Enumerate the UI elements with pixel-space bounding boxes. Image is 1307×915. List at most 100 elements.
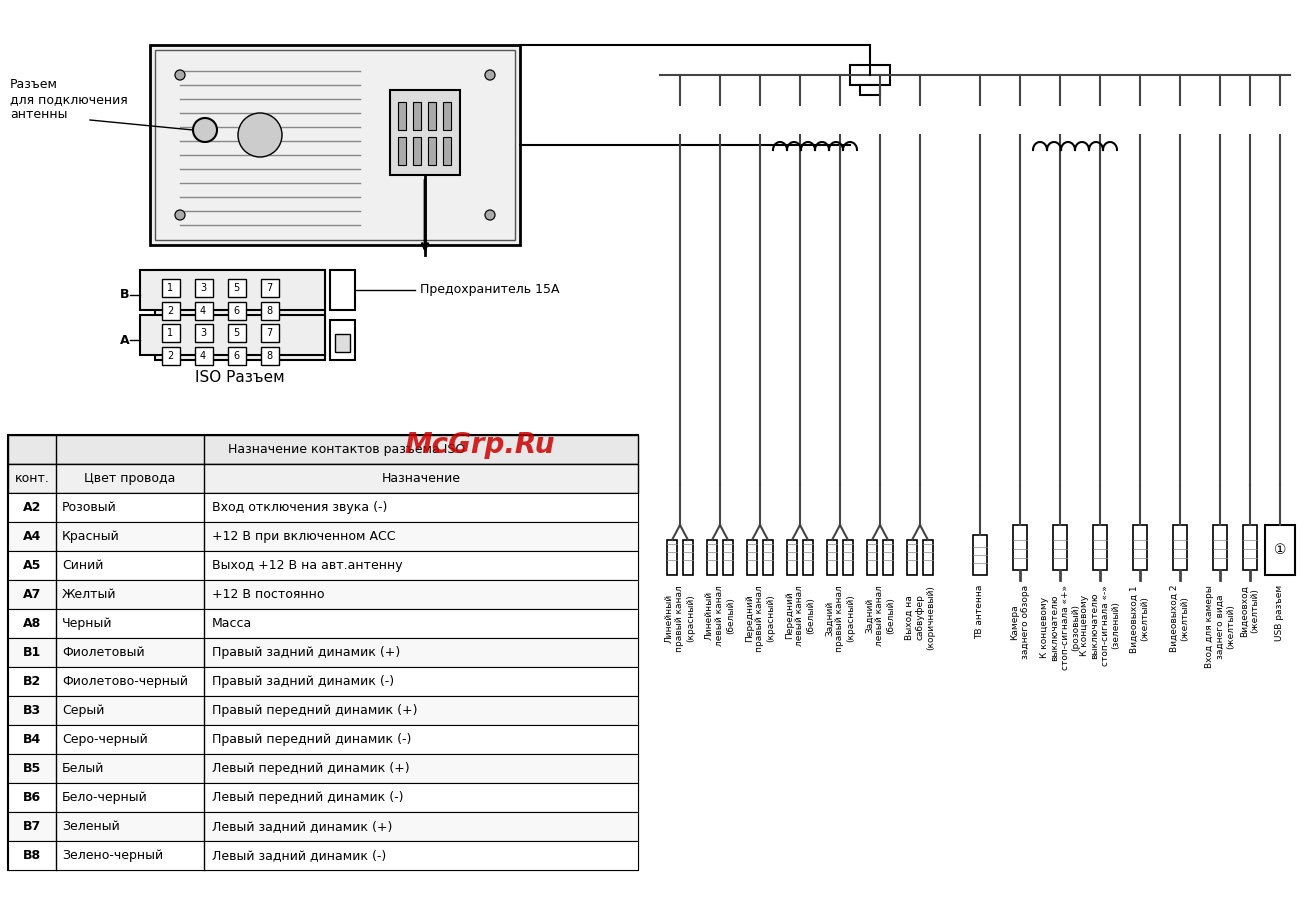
Text: Красный: Красный <box>61 530 120 543</box>
Text: 2: 2 <box>167 351 173 361</box>
Text: Бело-черный: Бело-черный <box>61 791 148 804</box>
Text: Задний
правый канал
(красный): Задний правый канал (красный) <box>825 585 855 651</box>
Text: ISO Разъем: ISO Разъем <box>195 371 285 385</box>
Bar <box>261 279 278 297</box>
Text: В6: В6 <box>24 791 41 804</box>
Bar <box>667 540 677 575</box>
Text: Назначение контактов разъема ISO: Назначение контактов разъема ISO <box>229 443 465 456</box>
Text: Синий: Синий <box>61 559 103 572</box>
Bar <box>1213 525 1227 570</box>
Bar <box>1093 525 1107 570</box>
Circle shape <box>485 210 495 220</box>
Circle shape <box>485 70 495 80</box>
Bar <box>884 540 893 575</box>
Bar <box>1053 525 1067 570</box>
Text: 2: 2 <box>167 306 173 316</box>
Text: В2: В2 <box>24 675 41 688</box>
Text: А: А <box>120 333 129 347</box>
Text: А8: А8 <box>24 617 41 630</box>
Text: Назначение: Назначение <box>382 472 460 485</box>
Bar <box>156 50 515 240</box>
Text: В: В <box>120 288 129 302</box>
Text: Розовый: Розовый <box>61 501 116 514</box>
Text: Выход +12 В на авт.антенну: Выход +12 В на авт.антенну <box>212 559 403 572</box>
Bar <box>8 580 638 609</box>
Text: Предохранитель 15А: Предохранитель 15А <box>420 284 559 296</box>
Text: К концевому
выключателю
стоп-сигнала «+»
(розовый): К концевому выключателю стоп-сигнала «+»… <box>1040 585 1080 670</box>
Bar <box>827 540 836 575</box>
Text: Масса: Масса <box>212 617 252 630</box>
Bar <box>162 302 180 320</box>
Text: 1: 1 <box>167 283 173 293</box>
Text: Видеовыход 1
(желтый): Видеовыход 1 (желтый) <box>1131 585 1150 652</box>
Text: 6: 6 <box>233 351 239 361</box>
Bar <box>763 540 772 575</box>
Circle shape <box>193 118 217 142</box>
Bar <box>850 65 890 85</box>
Bar <box>8 667 638 696</box>
Bar <box>413 102 421 130</box>
Bar <box>843 540 853 575</box>
Text: Черный: Черный <box>61 617 112 630</box>
Bar <box>1133 525 1148 570</box>
Bar <box>261 324 278 342</box>
Text: Цвет провода: Цвет провода <box>85 472 175 485</box>
Bar <box>427 137 437 165</box>
Text: Вход отключения звука (-): Вход отключения звука (-) <box>212 501 387 514</box>
Bar <box>8 841 638 870</box>
Text: В3: В3 <box>24 704 41 717</box>
Bar <box>907 540 918 575</box>
Text: +12 В постоянно: +12 В постоянно <box>212 588 324 601</box>
Bar <box>399 137 406 165</box>
Bar <box>8 812 638 841</box>
Text: 7: 7 <box>265 283 272 293</box>
Bar <box>140 270 325 310</box>
Text: USB разъем: USB разъем <box>1276 585 1285 641</box>
Bar <box>227 347 246 365</box>
Text: 4: 4 <box>200 351 207 361</box>
Text: Разъем
для подключения
антенны: Разъем для подключения антенны <box>10 79 128 122</box>
Bar <box>8 493 638 522</box>
Bar <box>227 302 246 320</box>
Text: В7: В7 <box>24 820 41 833</box>
Bar <box>8 696 638 725</box>
Text: Зеленый: Зеленый <box>61 820 120 833</box>
Bar <box>162 279 180 297</box>
Text: конт.: конт. <box>14 472 50 485</box>
Bar <box>1265 525 1295 575</box>
Text: Левый передний динамик (-): Левый передний динамик (-) <box>212 791 404 804</box>
Bar <box>261 302 278 320</box>
Bar <box>8 609 638 638</box>
Bar <box>1243 525 1257 570</box>
Bar <box>195 302 213 320</box>
Bar <box>8 464 638 493</box>
Text: Вход для камеры
заднего вида
(желтый): Вход для камеры заднего вида (желтый) <box>1205 585 1235 668</box>
Bar <box>227 279 246 297</box>
Bar <box>748 540 757 575</box>
Text: 4: 4 <box>200 306 207 316</box>
Bar <box>140 315 325 355</box>
Text: Серо-черный: Серо-черный <box>61 733 148 746</box>
Text: Видеовыход 2
(желтый): Видеовыход 2 (желтый) <box>1170 585 1189 652</box>
Text: В4: В4 <box>24 733 41 746</box>
Text: 5: 5 <box>233 328 239 338</box>
Text: Фиолетовый: Фиолетовый <box>61 646 145 659</box>
Bar <box>8 435 638 464</box>
Circle shape <box>175 210 186 220</box>
Circle shape <box>175 70 186 80</box>
Bar <box>8 783 638 812</box>
Bar <box>802 540 813 575</box>
Bar <box>787 540 797 575</box>
Text: 8: 8 <box>265 351 272 361</box>
Text: Серый: Серый <box>61 704 105 717</box>
Bar <box>8 754 638 783</box>
Bar <box>195 324 213 342</box>
Bar <box>335 334 350 352</box>
Text: Видеовход
(желтый): Видеовход (желтый) <box>1240 585 1260 637</box>
Text: 8: 8 <box>265 306 272 316</box>
Text: Левый передний динамик (+): Левый передний динамик (+) <box>212 762 409 775</box>
Bar <box>8 725 638 754</box>
Text: Желтый: Желтый <box>61 588 116 601</box>
Text: Передний
правый канал
(красный): Передний правый канал (красный) <box>745 585 775 651</box>
Bar <box>860 85 880 95</box>
